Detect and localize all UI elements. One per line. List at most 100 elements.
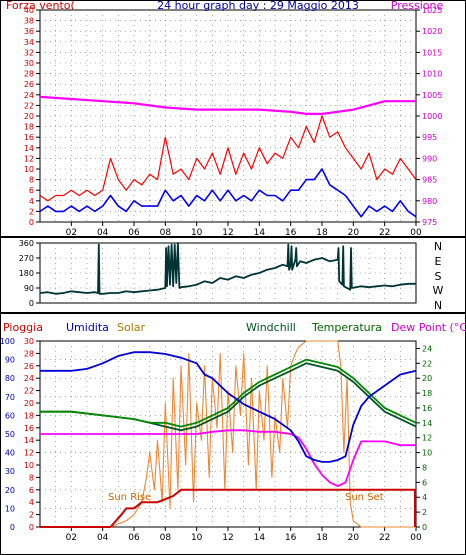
right-tick-label: 990: [422, 154, 437, 163]
temperature-series-line: [40, 358, 417, 428]
left-tick-label: 8: [29, 176, 34, 185]
left-tick-label: 12: [24, 154, 34, 163]
temp-tick-label: 14: [422, 419, 432, 428]
pressure-label: Pressione: [391, 0, 444, 12]
right-tick-label: 1015: [422, 48, 442, 57]
x-tick-label: 10: [191, 533, 203, 543]
rain-tick-label: 14: [24, 436, 34, 445]
humidity-tick-label: 90: [5, 356, 15, 365]
compass-label: N: [434, 299, 442, 312]
left-tick-label: 20: [24, 112, 34, 121]
humidity-tick-label: 70: [5, 393, 15, 402]
rain-tick-label: 22: [24, 387, 34, 396]
humidity-tick-label: 0: [10, 523, 15, 532]
x-tick-label: 00: [410, 533, 422, 543]
compass-label: E: [435, 255, 442, 268]
humidity-tick-label: 50: [5, 430, 15, 439]
solar-series-line: [40, 340, 416, 528]
dir-tick-label: 90: [24, 284, 34, 293]
left-tick-label: 30: [24, 59, 34, 68]
left-tick-label: 0: [29, 218, 34, 227]
rain-tick-label: 16: [24, 424, 34, 433]
x-tick-label: 06: [128, 533, 140, 543]
left-tick-label: 4: [29, 197, 34, 206]
x-tick-label: 22: [379, 533, 390, 543]
left-tick-label: 34: [24, 38, 34, 47]
left-tick-label: 28: [24, 70, 34, 79]
rain-tick-label: 0: [29, 523, 34, 532]
direction-series-line: [39, 242, 416, 295]
sunset-label: Sun Set: [345, 492, 384, 503]
legend-humidity: Umidita: [66, 321, 109, 334]
right-tick-label: 1005: [422, 91, 442, 100]
rain-tick-label: 4: [29, 498, 34, 507]
sunrise-label: Sun Rise: [108, 492, 151, 503]
direction-panel-series: [39, 242, 416, 295]
left-tick-label: 26: [24, 80, 34, 89]
wind-force-label: Forza vento(: [6, 0, 75, 12]
right-tick-label: 975: [422, 218, 437, 227]
rain-tick-label: 24: [24, 374, 34, 383]
x-tick-label: 20: [348, 228, 360, 238]
humidity-tick-label: 100: [0, 337, 15, 346]
left-tick-label: 16: [24, 133, 34, 142]
temp-tick-label: 16: [422, 404, 432, 413]
compass-label: N: [434, 240, 442, 253]
temp-tick-label: 0: [422, 523, 427, 532]
left-tick-label: 24: [24, 91, 34, 100]
compass-label: S: [435, 270, 442, 283]
left-tick-label: 40: [24, 6, 34, 15]
right-tick-label: 980: [422, 197, 437, 206]
rain-tick-label: 18: [24, 411, 34, 420]
rain-tick-label: 6: [29, 486, 34, 495]
right-tick-label: 1000: [422, 112, 442, 121]
right-tick-label: 1020: [422, 27, 442, 36]
right-tick-label: 1010: [422, 70, 442, 79]
x-tick-label: 18: [316, 533, 328, 543]
temp-tick-label: 18: [422, 389, 432, 398]
rain-tick-label: 20: [24, 399, 34, 408]
left-tick-label: 14: [24, 144, 34, 153]
legend-rain: Pioggia: [3, 321, 43, 334]
left-tick-label: 36: [24, 27, 34, 36]
wind-title: 24 hour graph day : 29 Maggio 2013: [157, 0, 359, 12]
humidity-tick-label: 20: [5, 486, 15, 495]
wind-panel-series: [39, 95, 417, 218]
temp-tick-label: 20: [422, 374, 432, 383]
x-tick-label: 04: [97, 228, 109, 238]
left-tick-label: 10: [24, 165, 34, 174]
dir-tick-label: 360: [19, 239, 34, 248]
rain-tick-label: 26: [24, 362, 34, 371]
x-tick-label: 16: [285, 533, 297, 543]
temp-tick-label: 12: [422, 434, 432, 443]
x-tick-label: 10: [191, 228, 203, 238]
x-tick-label: 08: [160, 228, 172, 238]
humidity-series-line: [40, 351, 417, 463]
temp-tick-label: 10: [422, 449, 432, 458]
direction-panel-grid: [40, 243, 416, 303]
right-tick-label: 1025: [422, 6, 442, 15]
rain-tick-label: 30: [24, 337, 34, 346]
wind-series-line: [39, 168, 417, 218]
temp-tick-label: 24: [422, 344, 432, 353]
rain-tick-label: 10: [24, 461, 34, 470]
x-tick-label: 08: [160, 533, 172, 543]
weather-panel-grid: [40, 341, 416, 527]
x-tick-label: 06: [128, 228, 140, 238]
legend-windchill: Windchill: [246, 321, 296, 334]
humidity-tick-label: 10: [5, 504, 15, 513]
left-tick-label: 18: [24, 123, 34, 132]
x-tick-label: 12: [222, 228, 233, 238]
x-tick-label: 14: [254, 228, 266, 238]
dir-tick-label: 270: [19, 254, 34, 263]
rain-tick-label: 12: [24, 449, 34, 458]
x-tick-label: 22: [379, 228, 390, 238]
temp-tick-label: 8: [422, 463, 427, 472]
x-tick-label: 14: [254, 533, 266, 543]
x-tick-label: 04: [97, 533, 109, 543]
left-tick-label: 32: [24, 48, 34, 57]
rain-tick-label: 28: [24, 349, 34, 358]
x-tick-label: 12: [222, 533, 233, 543]
